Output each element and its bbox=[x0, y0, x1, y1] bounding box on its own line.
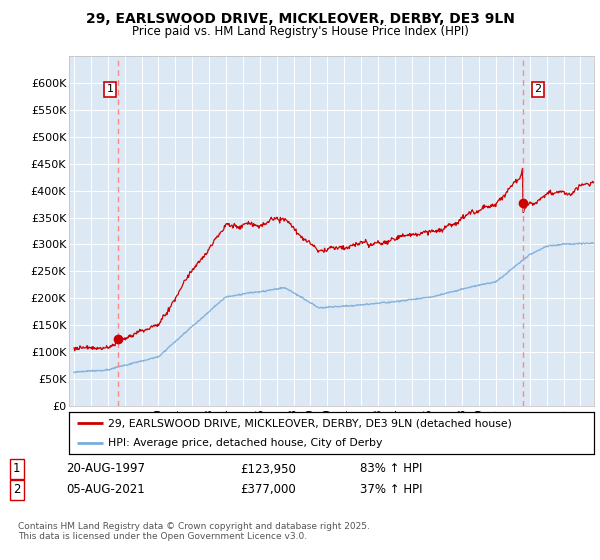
Text: 1: 1 bbox=[107, 85, 113, 95]
Text: Price paid vs. HM Land Registry's House Price Index (HPI): Price paid vs. HM Land Registry's House … bbox=[131, 25, 469, 38]
Text: 20-AUG-1997: 20-AUG-1997 bbox=[66, 463, 145, 475]
Text: £123,950: £123,950 bbox=[240, 463, 296, 475]
Text: 83% ↑ HPI: 83% ↑ HPI bbox=[360, 463, 422, 475]
Text: 29, EARLSWOOD DRIVE, MICKLEOVER, DERBY, DE3 9LN (detached house): 29, EARLSWOOD DRIVE, MICKLEOVER, DERBY, … bbox=[109, 418, 512, 428]
Text: 2: 2 bbox=[13, 483, 20, 496]
Text: 29, EARLSWOOD DRIVE, MICKLEOVER, DERBY, DE3 9LN: 29, EARLSWOOD DRIVE, MICKLEOVER, DERBY, … bbox=[86, 12, 514, 26]
Text: 05-AUG-2021: 05-AUG-2021 bbox=[66, 483, 145, 496]
Text: HPI: Average price, detached house, City of Derby: HPI: Average price, detached house, City… bbox=[109, 438, 383, 448]
Text: 37% ↑ HPI: 37% ↑ HPI bbox=[360, 483, 422, 496]
Text: 1: 1 bbox=[13, 463, 20, 475]
Text: £377,000: £377,000 bbox=[240, 483, 296, 496]
Text: 2: 2 bbox=[535, 85, 542, 95]
Text: Contains HM Land Registry data © Crown copyright and database right 2025.
This d: Contains HM Land Registry data © Crown c… bbox=[18, 522, 370, 542]
